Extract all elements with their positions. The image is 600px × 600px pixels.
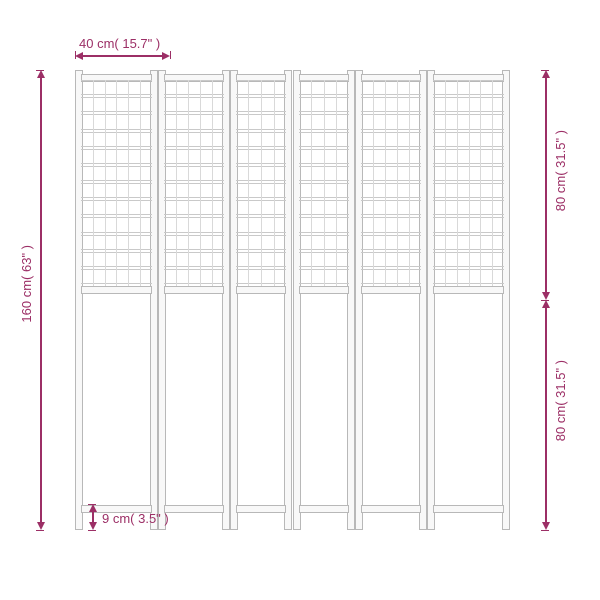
panel [158,70,230,530]
panel [293,70,356,530]
dim-label-panel-width: 40 cm( 15.7" ) [79,36,160,51]
panel [75,70,158,530]
panel [427,70,510,530]
dim-label-upper-height: 80 cm( 31.5" ) [553,130,568,211]
dim-label-leg-height: 9 cm( 3.5" ) [102,511,169,526]
panel [355,70,427,530]
dim-label-lower-height: 80 cm( 31.5" ) [553,360,568,441]
panel [230,70,293,530]
dim-label-total-height: 160 cm( 63" ) [19,245,34,323]
room-divider-line-drawing [75,70,510,530]
